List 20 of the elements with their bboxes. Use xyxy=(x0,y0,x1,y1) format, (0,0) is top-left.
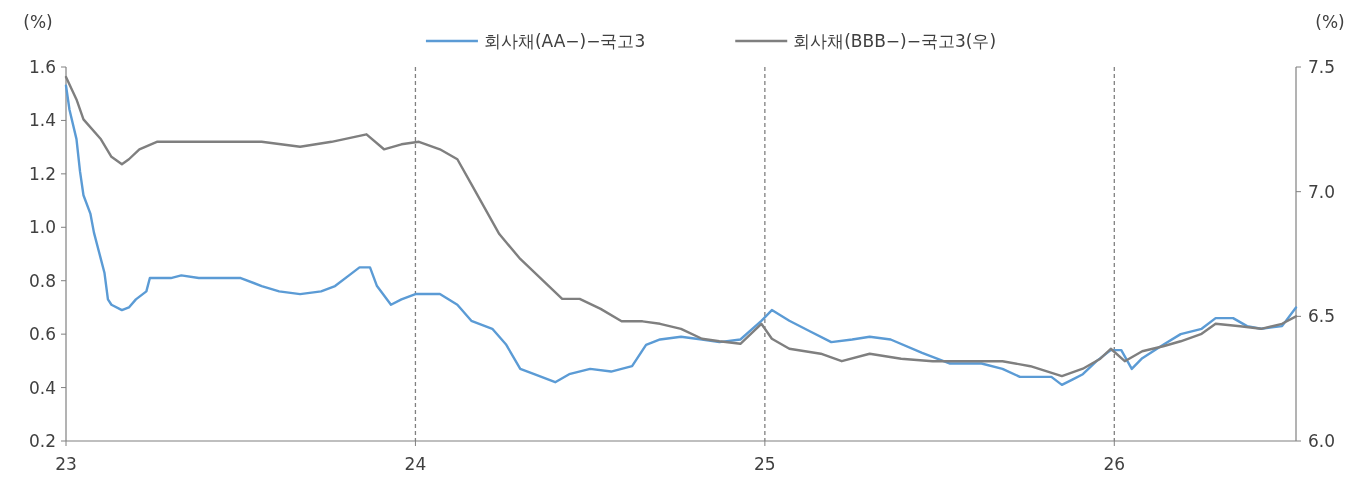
y2-tick: 7.0 xyxy=(1308,181,1336,202)
ylabel: (%) xyxy=(23,12,53,32)
y2label: (%) xyxy=(1315,12,1345,32)
y-tick: 1.0 xyxy=(28,217,56,238)
y-tick: 0.4 xyxy=(28,377,56,398)
legend-label: 회사채(BBB−)−국고3(우) xyxy=(793,31,997,51)
y2-tick: 6.5 xyxy=(1308,306,1336,327)
y-tick: 0.6 xyxy=(28,324,56,345)
legend-label: 회사채(AA−)−국고3 xyxy=(483,31,646,51)
y-tick: 0.8 xyxy=(28,270,56,291)
y-tick: 1.2 xyxy=(28,163,56,184)
y2-tick: 6.0 xyxy=(1308,431,1336,451)
x-tick: 23 xyxy=(55,454,77,474)
x-tick: 24 xyxy=(404,454,427,474)
x-tick: 25 xyxy=(754,454,776,474)
y-tick: 1.6 xyxy=(28,57,56,77)
x-tick: 26 xyxy=(1103,454,1126,474)
y-tick: 0.2 xyxy=(28,431,56,451)
y2-tick: 7.5 xyxy=(1308,57,1336,77)
y-tick: 1.4 xyxy=(28,110,56,131)
